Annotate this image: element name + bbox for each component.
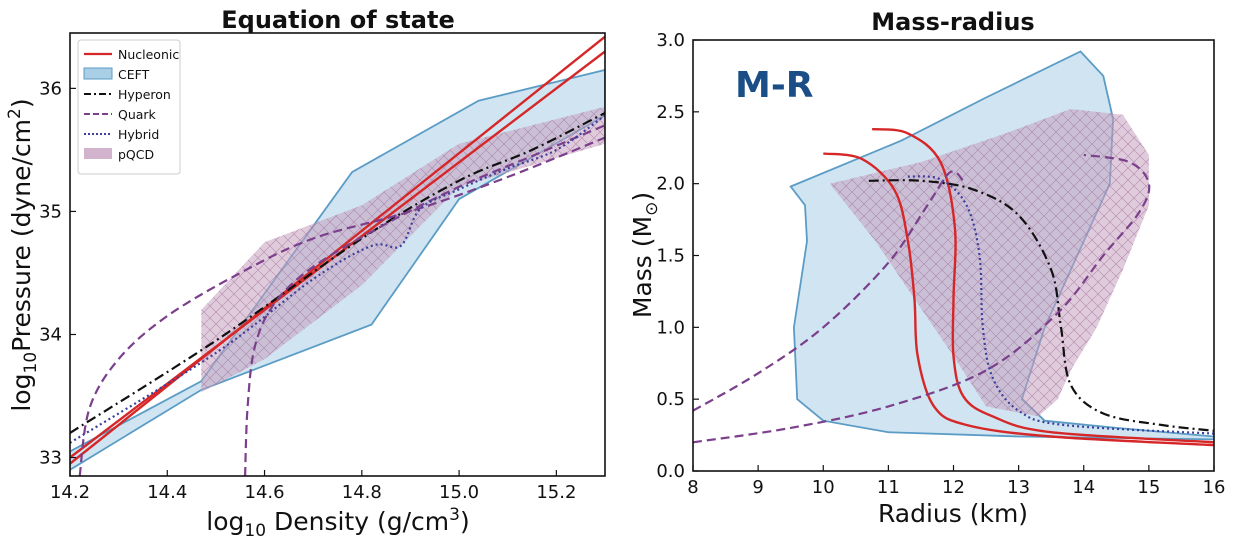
mr-x-axis-label: Radius (km) (878, 499, 1028, 528)
eos-series-hybrid-5 (70, 114, 605, 444)
eos-y-axis-label: log10Pressure (dyne/cm2) (5, 98, 41, 411)
eos-x-tick-label: 14.4 (147, 482, 187, 503)
legend-hyperon-label: Hyperon (118, 87, 171, 102)
mr-y-tick-label: 3.0 (656, 30, 685, 51)
mr-y-tick-label: 1.0 (656, 317, 685, 338)
legend-hybrid-label: Hybrid (118, 127, 159, 142)
mr-series-nucleonic-0 (823, 152, 1214, 447)
mr-series-hyperon-2 (868, 179, 1214, 432)
mr-title: Mass-radius (871, 8, 1034, 36)
mr-y-tick-label: 2.5 (656, 102, 685, 123)
eos-y-tick-label: 36 (39, 78, 62, 99)
mr-series-quark-4 (693, 153, 1151, 444)
mr-x-tick-label: 15 (1137, 477, 1160, 498)
mr-x-tick-label: 8 (687, 477, 698, 498)
mr-y-axis-label: Mass (M⊙) (628, 192, 662, 318)
legend-pqcd-swatch (84, 148, 112, 159)
mr-x-tick-label: 13 (1007, 477, 1030, 498)
eos-x-tick-label: 15.0 (439, 482, 479, 503)
eos-y-tick-label: 35 (39, 201, 62, 222)
mr-x-tick-label: 12 (942, 477, 965, 498)
mr-series-nucleonic-1 (871, 127, 1214, 444)
eos-band-pqcd-hatch (201, 106, 605, 393)
legend-quark-label: Quark (118, 107, 157, 122)
mr-series-quark-3 (693, 170, 965, 412)
eos-x-tick-label: 14.2 (50, 482, 90, 503)
mr-x-tick-label: 10 (812, 477, 835, 498)
eos-legend: Nucleonic CEFT Hyperon Quark Hybrid pQCD (77, 39, 181, 175)
mr-series-hybrid-5 (907, 175, 1214, 435)
mr-x-tick-label: 14 (1072, 477, 1095, 498)
eos-series-quark-4 (244, 124, 605, 476)
eos-x-tick-label: 14.6 (245, 482, 285, 503)
eos-y-tick-label: 34 (39, 324, 62, 345)
mass-radius-chart: Mass-radius 8 9 10 11 12 13 14 15 16 0.0 0.5 1.0 1.5… (628, 8, 1225, 528)
mr-band-pqcd-hatch (829, 109, 1149, 417)
mr-x-tick-label: 16 (1203, 477, 1226, 498)
eos-plot-frame (69, 32, 606, 477)
mr-x-tick-label: 9 (752, 477, 763, 498)
legend-ceft-swatch (83, 67, 113, 80)
mr-badge: M-R (735, 65, 814, 106)
mr-y-tick-label: 1.5 (656, 246, 685, 267)
legend-pqcd-label: pQCD (118, 147, 154, 162)
eos-chart: Equation of state 14.2 14.4 14.6 14.8 15.0 15… (5, 6, 606, 541)
mr-y-tick-label: 0.5 (656, 389, 685, 410)
mr-y-tick-label: 0.0 (656, 461, 685, 482)
eos-x-tick-label: 14.8 (342, 482, 382, 503)
legend-ceft-label: CEFT (118, 67, 150, 82)
legend-nucleonic-label: Nucleonic (118, 47, 179, 62)
eos-x-axis-label: log10 Density (g/cm3) (206, 505, 469, 539)
eos-x-tick-label: 15.2 (536, 482, 576, 503)
mr-x-tick-label: 11 (877, 477, 900, 498)
eos-title: Equation of state (221, 6, 454, 34)
mr-y-tick-label: 2.0 (656, 174, 685, 195)
eos-y-tick-label: 33 (39, 448, 62, 469)
